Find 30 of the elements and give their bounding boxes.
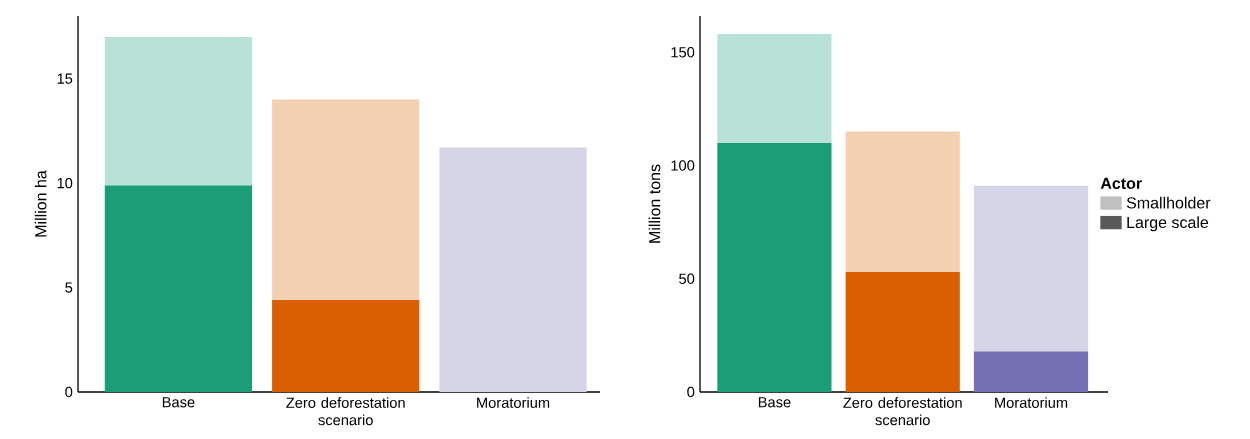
bar — [104, 185, 253, 392]
x-tick-label: Base — [758, 397, 791, 408]
y-axis-title: Million ha — [34, 170, 47, 237]
text: Smallholder — [1126, 196, 1211, 209]
x-tick-label: Moratorium — [995, 397, 1068, 408]
y-tick-label: 150 — [671, 47, 695, 58]
x-tick-label: Zero deforestation scenario — [286, 397, 405, 426]
y-tick-label: 15 — [57, 73, 73, 84]
bar — [272, 300, 420, 392]
y-tick-label: 5 — [65, 282, 73, 293]
bar — [973, 351, 1089, 392]
y-tick-label: 10 — [57, 177, 73, 189]
text: Large scale — [1127, 216, 1209, 232]
bar — [717, 142, 832, 392]
bar — [973, 185, 1089, 352]
y-tick-label: 0 — [687, 386, 695, 398]
y-tick-label: 100 — [671, 160, 695, 171]
legend-title: Actor — [1100, 177, 1142, 190]
y-tick-label: 0 — [65, 386, 73, 398]
x-tick-label: Moratorium — [477, 397, 550, 408]
bar — [717, 34, 832, 143]
bar — [845, 131, 960, 272]
bar — [272, 99, 420, 301]
x-tick-label: Base — [162, 397, 195, 408]
y-tick-label: 50 — [679, 273, 695, 284]
bar — [104, 36, 253, 186]
y-axis-title: Million tons — [648, 164, 661, 243]
bar — [845, 271, 960, 392]
bar — [439, 147, 587, 392]
x-tick-label: Zero deforestation scenario — [843, 397, 962, 426]
